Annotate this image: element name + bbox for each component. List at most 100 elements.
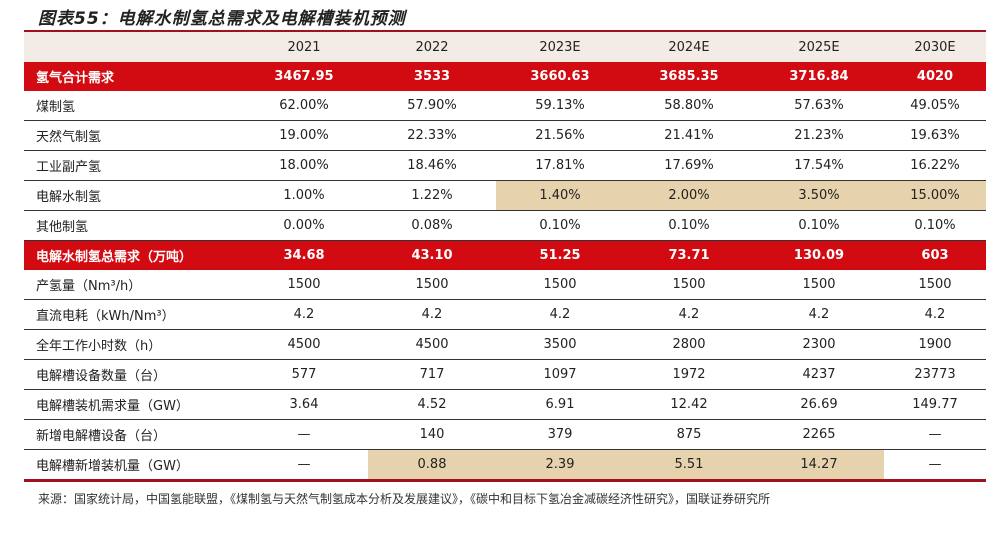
table-cell: 379 [496,419,624,450]
table-cell: 51.25 [496,240,624,270]
table-cell: 14.27 [754,449,884,481]
source-note: 来源：国家统计局，中国氢能联盟，《煤制氢与天然气制氢成本分析及发展建议》，《碳中… [38,492,771,506]
table-cell: 62.00% [240,91,368,121]
table-cell: 21.41% [624,120,754,151]
table-cell: 2265 [754,419,884,450]
table-row: 电解水制氢总需求（万吨） 34.68 43.10 51.25 73.71 130.09 60… [24,240,986,270]
table-cell: 0.88 [368,449,496,481]
table-cell: 34.68 [240,240,368,270]
table-cell: 4.2 [368,299,496,330]
table-cell: 1500 [884,270,986,300]
table-row: 电解槽设备数量（台） 577 717 1097 1972 4237 23773 [24,359,986,390]
row-label: 电解槽装机需求量（GW） [24,389,240,420]
table-cell: 19.63% [884,120,986,151]
table-cell: 4.2 [496,299,624,330]
row-label: 直流电耗（kWh/Nm³） [24,299,240,330]
table-cell: 17.69% [624,150,754,181]
table-row: 电解水制氢 1.00% 1.22% 1.40% 2.00% 3.50% 15.00% [24,180,986,211]
table-row: 氢气合计需求 3467.95 3533 3660.63 3685.35 3716.84 40… [24,62,986,91]
table-cell: 1.00% [240,180,368,211]
table-cell: 73.71 [624,240,754,270]
data-table: 2021 2022 2023E 2024E 2025E 2030E 氢气合计需求 3467.9… [24,30,986,482]
table-cell: 4.2 [754,299,884,330]
row-label: 天然气制氢 [24,120,240,151]
table-cell: 4.2 [624,299,754,330]
row-label: 全年工作小时数（h） [24,329,240,360]
table-cell: 3533 [368,62,496,91]
row-label: 氢气合计需求 [24,62,240,91]
table-cell: 1500 [240,270,368,300]
table-cell: 5.51 [624,449,754,481]
table-cell: 1097 [496,359,624,390]
table-row: 煤制氢 62.00% 57.90% 59.13% 58.80% 57.63% 49.05% [24,91,986,121]
table-row: 产氢量（Nm³/h） 1500 1500 1500 1500 1500 1500 [24,270,986,300]
table-cell: 26.69 [754,389,884,420]
table-cell: 23773 [884,359,986,390]
table-cell: 57.90% [368,91,496,121]
table-cell: — [884,419,986,450]
table-cell: 0.00% [240,210,368,241]
table-cell: — [884,449,986,481]
column-header: 2022 [368,31,496,62]
table-cell: 18.46% [368,150,496,181]
column-header: 2024E [624,31,754,62]
table-cell: 17.81% [496,150,624,181]
header-row: 2021 2022 2023E 2024E 2025E 2030E [24,31,986,62]
table-cell: 1.40% [496,180,624,211]
table-cell: 3716.84 [754,62,884,91]
table-cell: 1972 [624,359,754,390]
table-cell: 0.10% [754,210,884,241]
table-cell: 4500 [240,329,368,360]
column-header: 2030E [884,31,986,62]
table-cell: 16.22% [884,150,986,181]
table-cell: 875 [624,419,754,450]
table-cell: 130.09 [754,240,884,270]
row-label: 工业副产氢 [24,150,240,181]
table-cell: 22.33% [368,120,496,151]
column-header: 2023E [496,31,624,62]
table-cell: 3500 [496,329,624,360]
table-cell: 4.2 [884,299,986,330]
table-cell: 1500 [754,270,884,300]
table-row: 直流电耗（kWh/Nm³） 4.2 4.2 4.2 4.2 4.2 4.2 [24,299,986,330]
table-cell: 1900 [884,329,986,360]
table-row: 天然气制氢 19.00% 22.33% 21.56% 21.41% 21.23% 19.63… [24,120,986,151]
row-label: 新增电解槽设备（台） [24,419,240,450]
table-cell: 18.00% [240,150,368,181]
table-cell: 3.64 [240,389,368,420]
table-cell: 3467.95 [240,62,368,91]
table-cell: 19.00% [240,120,368,151]
table-cell: 57.63% [754,91,884,121]
table-cell: 149.77 [884,389,986,420]
table-cell: 717 [368,359,496,390]
table-cell: 4020 [884,62,986,91]
table-cell: 58.80% [624,91,754,121]
table-cell: 0.10% [884,210,986,241]
table-row: 全年工作小时数（h） 4500 4500 3500 2800 2300 1900 [24,329,986,360]
table-cell: 21.23% [754,120,884,151]
figure-title: 图表55：电解水制氢总需求及电解槽装机预测 [38,9,406,29]
table-cell: 1500 [368,270,496,300]
table-cell: 43.10 [368,240,496,270]
table-cell: 4237 [754,359,884,390]
table-cell: 49.05% [884,91,986,121]
table-cell: 2.00% [624,180,754,211]
table-row: 工业副产氢 18.00% 18.46% 17.81% 17.69% 17.54% 16.22… [24,150,986,181]
column-header: 2025E [754,31,884,62]
table-cell: — [240,449,368,481]
column-header: 2021 [240,31,368,62]
table-cell: 15.00% [884,180,986,211]
table-cell: 0.10% [624,210,754,241]
row-label: 电解槽设备数量（台） [24,359,240,390]
table-cell: 3660.63 [496,62,624,91]
table-cell: 6.91 [496,389,624,420]
table-cell: 2800 [624,329,754,360]
table-cell: 140 [368,419,496,450]
table-cell: 2.39 [496,449,624,481]
table-cell: 17.54% [754,150,884,181]
table-cell: 0.08% [368,210,496,241]
table-cell: 21.56% [496,120,624,151]
row-label: 煤制氢 [24,91,240,121]
table-cell: 0.10% [496,210,624,241]
table-cell: 4500 [368,329,496,360]
